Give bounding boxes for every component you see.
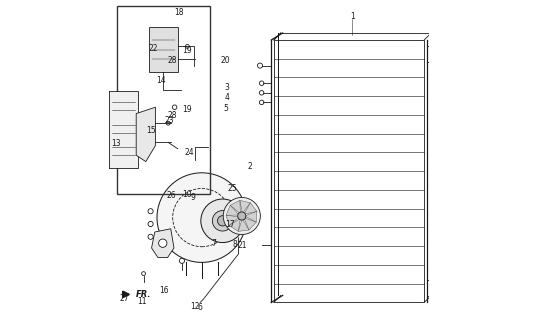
Circle shape bbox=[201, 199, 244, 243]
Circle shape bbox=[217, 216, 228, 226]
Polygon shape bbox=[240, 200, 250, 213]
Text: 12: 12 bbox=[190, 302, 200, 311]
FancyBboxPatch shape bbox=[149, 27, 178, 72]
Polygon shape bbox=[136, 107, 155, 162]
Text: 14: 14 bbox=[156, 76, 166, 85]
Circle shape bbox=[159, 239, 167, 247]
Text: 28: 28 bbox=[168, 56, 177, 65]
Text: 28: 28 bbox=[168, 111, 177, 120]
Text: 7: 7 bbox=[211, 239, 216, 248]
Text: 11: 11 bbox=[137, 297, 146, 306]
Circle shape bbox=[157, 173, 246, 262]
Polygon shape bbox=[238, 219, 249, 231]
Text: 26: 26 bbox=[167, 191, 176, 200]
Text: 21: 21 bbox=[237, 241, 246, 250]
Text: 1: 1 bbox=[350, 12, 355, 20]
Circle shape bbox=[238, 212, 246, 220]
Circle shape bbox=[213, 211, 233, 231]
Text: 15: 15 bbox=[146, 126, 155, 135]
Bar bbox=[117, 6, 210, 194]
Text: 16: 16 bbox=[159, 286, 169, 295]
Text: 13: 13 bbox=[111, 139, 121, 148]
Polygon shape bbox=[226, 215, 239, 226]
Text: 19: 19 bbox=[182, 46, 192, 55]
Text: 17: 17 bbox=[225, 220, 235, 229]
Text: 3: 3 bbox=[224, 83, 229, 92]
Polygon shape bbox=[226, 205, 239, 215]
Polygon shape bbox=[244, 203, 257, 214]
Polygon shape bbox=[244, 218, 256, 230]
Text: 4: 4 bbox=[224, 93, 229, 102]
Polygon shape bbox=[230, 200, 240, 213]
Text: 9: 9 bbox=[190, 193, 195, 202]
Text: 20: 20 bbox=[220, 56, 230, 65]
Circle shape bbox=[223, 197, 260, 235]
Text: 10: 10 bbox=[182, 190, 192, 199]
Text: 24: 24 bbox=[184, 148, 194, 157]
Polygon shape bbox=[229, 219, 240, 231]
Polygon shape bbox=[152, 229, 174, 258]
Text: 8: 8 bbox=[232, 240, 237, 249]
Text: 19: 19 bbox=[182, 105, 192, 114]
Bar bbox=[109, 91, 138, 168]
Text: 22: 22 bbox=[148, 44, 158, 53]
Polygon shape bbox=[245, 211, 257, 222]
Text: 27: 27 bbox=[119, 294, 129, 303]
Text: FR.: FR. bbox=[136, 290, 151, 299]
Text: 2: 2 bbox=[247, 162, 252, 171]
Text: 18: 18 bbox=[174, 8, 183, 17]
Text: 25: 25 bbox=[228, 184, 237, 193]
Text: 23: 23 bbox=[165, 116, 175, 125]
Text: 5: 5 bbox=[224, 104, 229, 113]
Text: 6: 6 bbox=[197, 303, 202, 312]
